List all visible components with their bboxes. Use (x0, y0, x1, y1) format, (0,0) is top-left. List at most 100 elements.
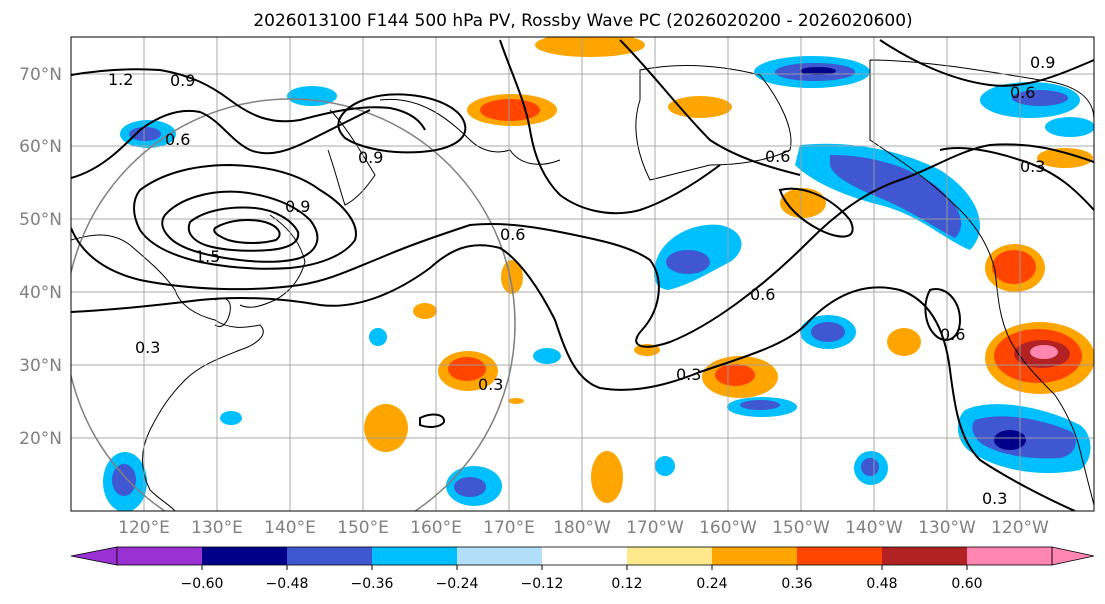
colorbar-bin (882, 547, 967, 565)
contour-label: 0.6 (940, 325, 965, 344)
contour-line (499, 39, 721, 215)
contour-line (939, 147, 1094, 211)
coastline-alaska (635, 64, 792, 181)
anomaly-patch (1012, 90, 1068, 106)
lat-tick-label: 60°N (19, 137, 62, 157)
anomaly-patch (740, 400, 780, 410)
anomaly-patch (364, 404, 408, 452)
contour-label: 0.6 (750, 285, 775, 304)
contour-label: 0.3 (135, 338, 160, 357)
map-panel: 1.2 0.9 0.6 0.9 1.5 0.9 0.6 0.6 0.3 0.3 … (70, 36, 1095, 512)
anomaly-patch (591, 451, 623, 503)
colorbar-bin (542, 547, 627, 565)
anomaly-patch (129, 127, 161, 141)
colorbar-tick-label: 0.60 (951, 576, 982, 592)
contour-line (924, 288, 962, 341)
anomaly-shading (103, 37, 1094, 511)
anomaly-patch (887, 328, 921, 356)
contour-label: 0.3 (676, 365, 701, 384)
anomaly-patch (780, 188, 826, 218)
colorbar-bin (117, 547, 202, 565)
anomaly-patch (994, 430, 1026, 450)
anomaly-patch (666, 250, 710, 274)
anomaly-patch (800, 67, 836, 75)
anomaly-patch (861, 458, 879, 476)
highlight-circle (71, 98, 516, 511)
lon-tick-label: 120°W (991, 518, 1049, 538)
contour-line (619, 39, 801, 176)
contour-label: 1.5 (195, 247, 220, 266)
lon-tick-label: 160°E (410, 518, 462, 538)
colorbar-bin (627, 547, 712, 565)
contour-line (187, 206, 300, 252)
colorbar-tick-label: −0.36 (351, 576, 394, 592)
anomaly-patch (1045, 117, 1094, 137)
colorbar-bin (712, 547, 797, 565)
colorbar-tick-label: 0.48 (866, 576, 897, 592)
contour-label: 1.2 (108, 70, 133, 89)
colorbar-tick-label: −0.24 (436, 576, 479, 592)
contour-line (778, 187, 854, 238)
lon-tick-label: 130°E (191, 518, 243, 538)
anomaly-patch (535, 37, 645, 57)
lon-tick-label: 170°W (626, 518, 684, 538)
contour-line (71, 109, 371, 179)
contour-line (161, 190, 319, 263)
coastline-kamchatka (327, 109, 376, 206)
contour-label: 0.9 (1030, 53, 1055, 72)
contour-label: 0.3 (982, 489, 1007, 508)
contour-labels: 1.2 0.9 0.6 0.9 1.5 0.9 0.6 0.6 0.3 0.3 … (108, 53, 1055, 508)
lat-tick-label: 20°N (19, 429, 62, 449)
anomaly-patch (668, 96, 732, 118)
lon-tick-label: 140°W (845, 518, 903, 538)
pv-contours (71, 39, 1094, 511)
gridlines (71, 37, 1094, 511)
contour-label: 0.6 (165, 130, 190, 149)
lon-tick-label: 150°W (772, 518, 830, 538)
colorbar-extend-high (1051, 546, 1095, 566)
colorbar-tick-label: −0.48 (266, 576, 309, 592)
anomaly-patch (1037, 148, 1093, 168)
coastline-asia (71, 234, 264, 511)
anomaly-patch (112, 464, 136, 496)
coastline-mexico (1054, 394, 1094, 506)
anomaly-patch (811, 322, 845, 342)
anomaly-patch (830, 155, 962, 238)
contour-line (71, 143, 1094, 348)
anomaly-patch (992, 250, 1036, 284)
contour-line (71, 244, 1076, 511)
lon-tick-label: 150°E (337, 518, 389, 538)
anomaly-patch (655, 456, 675, 476)
contour-line (879, 39, 1094, 87)
contour-label: 0.6 (1010, 83, 1035, 102)
lon-tick-label: 140°E (264, 518, 316, 538)
lon-tick-label: 130°W (918, 518, 976, 538)
colorbar-bin (287, 547, 372, 565)
lon-tick-label: 160°W (699, 518, 757, 538)
contour-label: 0.6 (500, 225, 525, 244)
contour-line (71, 68, 426, 131)
colorbar-tick-label: −0.60 (181, 576, 224, 592)
anomaly-patch (533, 348, 561, 364)
anomaly-patch (508, 398, 524, 404)
colorbar: −0.60 −0.48 −0.36 −0.24 −0.12 0.12 0.24 … (70, 546, 1095, 592)
anomaly-patch (1030, 345, 1058, 359)
lon-tick-label: 170°E (483, 518, 535, 538)
anomaly-patch (220, 411, 242, 425)
contour-line (337, 93, 467, 154)
contour-label: 0.9 (170, 71, 195, 90)
colorbar-tick-label: 0.24 (696, 576, 727, 592)
lat-tick-label: 70°N (19, 65, 62, 85)
contour-line (419, 413, 445, 428)
contour-label: 0.3 (478, 375, 503, 394)
colorbar-bin (457, 547, 542, 565)
lon-tick-label: 120°E (118, 518, 170, 538)
contour-line (213, 219, 281, 244)
lon-axis: 120°E 130°E 140°E 150°E 160°E 170°E 180°… (118, 518, 1049, 538)
anomaly-patch (454, 477, 486, 497)
lat-tick-label: 50°N (19, 210, 62, 230)
anomaly-patch (448, 357, 486, 381)
anomaly-patch (369, 328, 387, 346)
contour-label: 0.3 (1020, 157, 1045, 176)
lon-tick-label: 180°W (553, 518, 611, 538)
